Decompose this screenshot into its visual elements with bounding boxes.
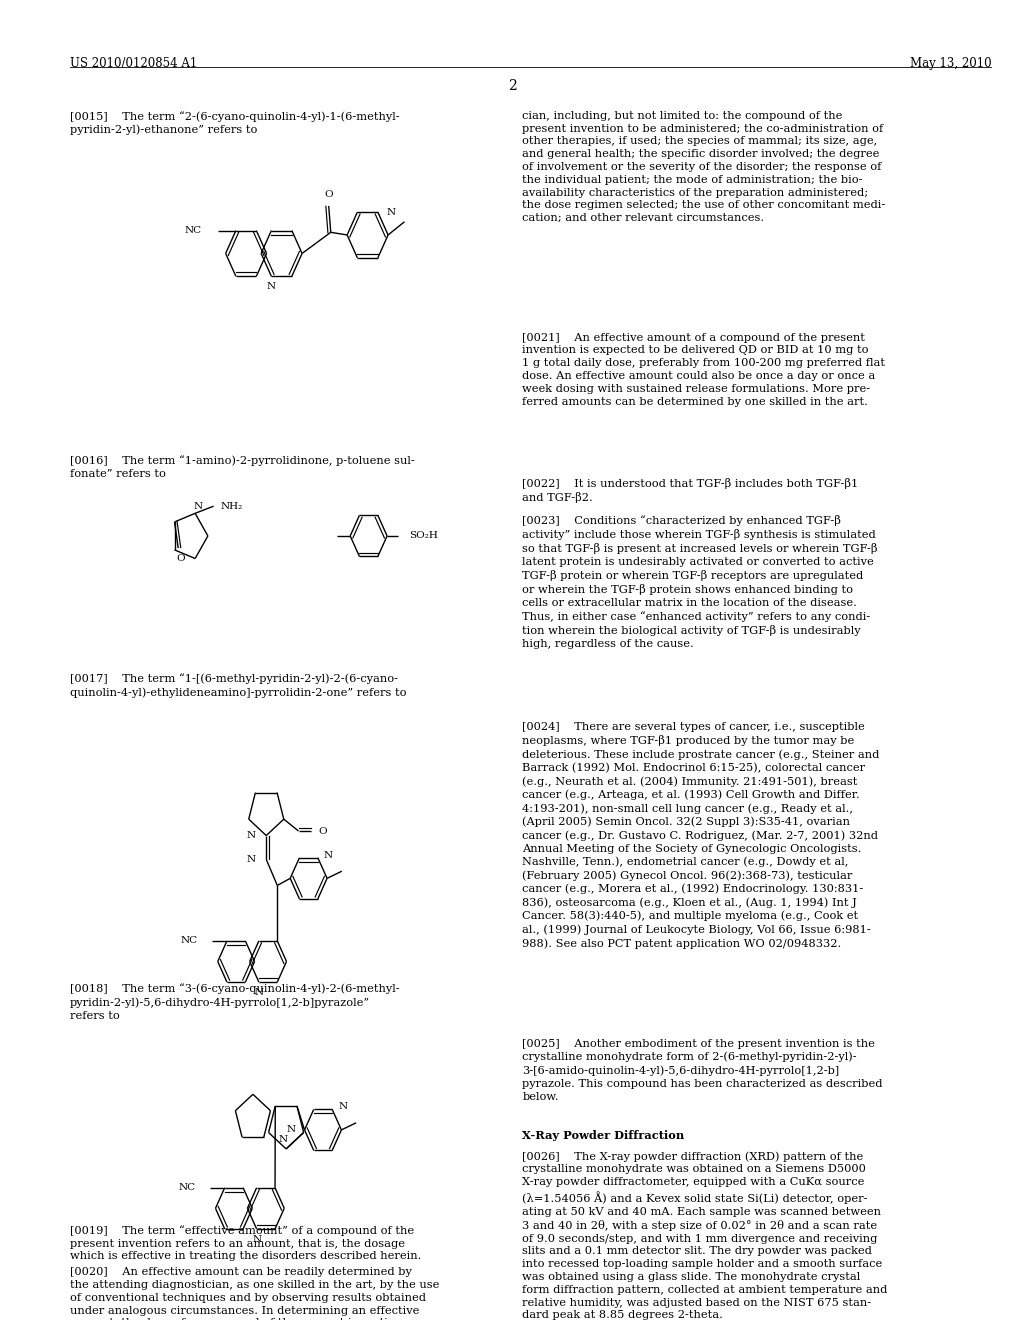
Text: [0021]    An effective amount of a compound of the present
invention is expected: [0021] An effective amount of a compound… xyxy=(522,333,885,407)
Text: N: N xyxy=(324,850,333,859)
Text: [0025]    Another embodiment of the present invention is the
crystalline monohyd: [0025] Another embodiment of the present… xyxy=(522,1039,883,1102)
Text: NH₂: NH₂ xyxy=(221,502,243,511)
Text: O: O xyxy=(318,826,328,836)
Text: SO₂H: SO₂H xyxy=(410,532,438,540)
Text: 2: 2 xyxy=(508,79,516,94)
Text: NC: NC xyxy=(180,936,198,945)
Text: N: N xyxy=(338,1102,347,1111)
Text: [0019]    The term “effective amount” of a compound of the
present invention ref: [0019] The term “effective amount” of a … xyxy=(70,1225,421,1262)
Text: [0022]    It is understood that TGF-β includes both TGF-β1
and TGF-β2.: [0022] It is understood that TGF-β inclu… xyxy=(522,478,858,503)
Text: cian, including, but not limited to: the compound of the
present invention to be: cian, including, but not limited to: the… xyxy=(522,111,886,223)
Text: [0020]    An effective amount can be readily determined by
the attending diagnos: [0020] An effective amount can be readil… xyxy=(70,1267,439,1320)
Text: N: N xyxy=(194,502,203,511)
Text: [0024]    There are several types of cancer, i.e., susceptible
neoplasms, where : [0024] There are several types of cancer… xyxy=(522,722,880,949)
Text: N: N xyxy=(247,832,256,840)
Text: NC: NC xyxy=(178,1183,196,1192)
Text: O: O xyxy=(325,190,333,198)
Text: N: N xyxy=(267,282,275,292)
Text: [0015]    The term “2-(6-cyano-quinolin-4-yl)-1-(6-methyl-
pyridin-2-yl)-ethanon: [0015] The term “2-(6-cyano-quinolin-4-y… xyxy=(70,111,399,135)
Text: N: N xyxy=(247,855,256,863)
Text: N: N xyxy=(287,1126,296,1134)
Text: NC: NC xyxy=(185,226,202,235)
Text: May 13, 2010: May 13, 2010 xyxy=(909,57,991,70)
Text: N: N xyxy=(279,1135,288,1144)
Text: N: N xyxy=(254,989,263,997)
Text: [0018]    The term “3-(6-cyano-quinolin-4-yl)-2-(6-methyl-
pyridin-2-yl)-5,6-dih: [0018] The term “3-(6-cyano-quinolin-4-y… xyxy=(70,983,399,1020)
Text: [0023]    Conditions “characterized by enhanced TGF-β
activity” include those wh: [0023] Conditions “characterized by enha… xyxy=(522,515,878,649)
Text: O: O xyxy=(176,554,184,564)
Text: X-Ray Powder Diffraction: X-Ray Powder Diffraction xyxy=(522,1130,684,1140)
Text: [0017]    The term “1-[(6-methyl-pyridin-2-yl)-2-(6-cyano-
quinolin-4-yl)-ethyli: [0017] The term “1-[(6-methyl-pyridin-2-… xyxy=(70,673,407,697)
Text: N: N xyxy=(386,207,395,216)
Text: [0016]    The term “1-amino)-2-pyrrolidinone, p-toluene sul-
fonate” refers to: [0016] The term “1-amino)-2-pyrrolidinon… xyxy=(70,455,415,479)
Text: N: N xyxy=(252,1236,261,1243)
Text: US 2010/0120854 A1: US 2010/0120854 A1 xyxy=(70,57,197,70)
Text: [0026]    The X-ray powder diffraction (XRD) pattern of the
crystalline monohydr: [0026] The X-ray powder diffraction (XRD… xyxy=(522,1151,888,1320)
